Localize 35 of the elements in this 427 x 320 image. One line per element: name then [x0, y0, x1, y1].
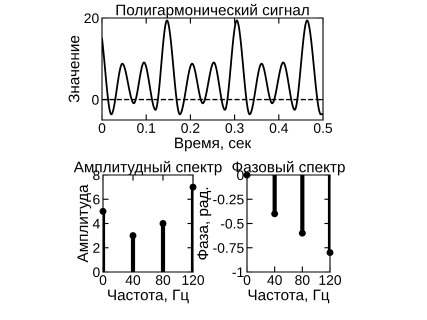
point	[160, 220, 166, 227]
y-tick-label: 0	[237, 170, 244, 180]
y-axis-title: Фаза, рад.	[197, 188, 212, 260]
point	[130, 232, 136, 240]
x-axis-title: Частота, Гц	[248, 290, 330, 304]
chart-title: Полигармонический сигнал	[116, 4, 309, 18]
y-tick-label: 0	[93, 267, 100, 278]
x-axis-title: Частота, Гц	[108, 290, 189, 304]
x-tick-label: 40	[267, 275, 282, 285]
x-tick-label: 120	[319, 275, 342, 285]
y-tick-label: -0.5	[220, 218, 244, 229]
x-tick-label: 0.3	[225, 123, 244, 133]
y-tick-label: 4	[92, 218, 100, 229]
x-axis-title: Время, сек	[175, 138, 252, 152]
point	[271, 210, 278, 218]
x-tick-label: 80	[156, 275, 170, 285]
x-tick-label: 120	[182, 275, 204, 285]
x-tick-label: 40	[126, 275, 140, 285]
y-tick-label: 2	[93, 243, 100, 253]
y-tick-label: -0.25	[213, 194, 244, 204]
x-tick-label: 0.1	[137, 123, 156, 133]
y-tick-label: 0	[92, 94, 99, 105]
x-tick-label: 0.2	[181, 123, 200, 133]
y-tick-label: 20	[84, 13, 99, 24]
y-axis-title: Значение	[68, 36, 80, 102]
y-tick-label: 6	[93, 194, 100, 204]
x-tick-label: 0	[100, 275, 106, 285]
y-tick-label: -1	[232, 267, 244, 278]
x-tick-label: 0.5	[314, 123, 332, 133]
x-tick-label: 80	[295, 275, 310, 285]
y-axis-title: Амплитуда	[77, 184, 92, 263]
point	[298, 230, 306, 237]
x-tick-label: 0	[244, 275, 250, 285]
y-tick-label: -0.75	[213, 243, 244, 253]
x-tick-label: 0.4	[270, 123, 288, 133]
